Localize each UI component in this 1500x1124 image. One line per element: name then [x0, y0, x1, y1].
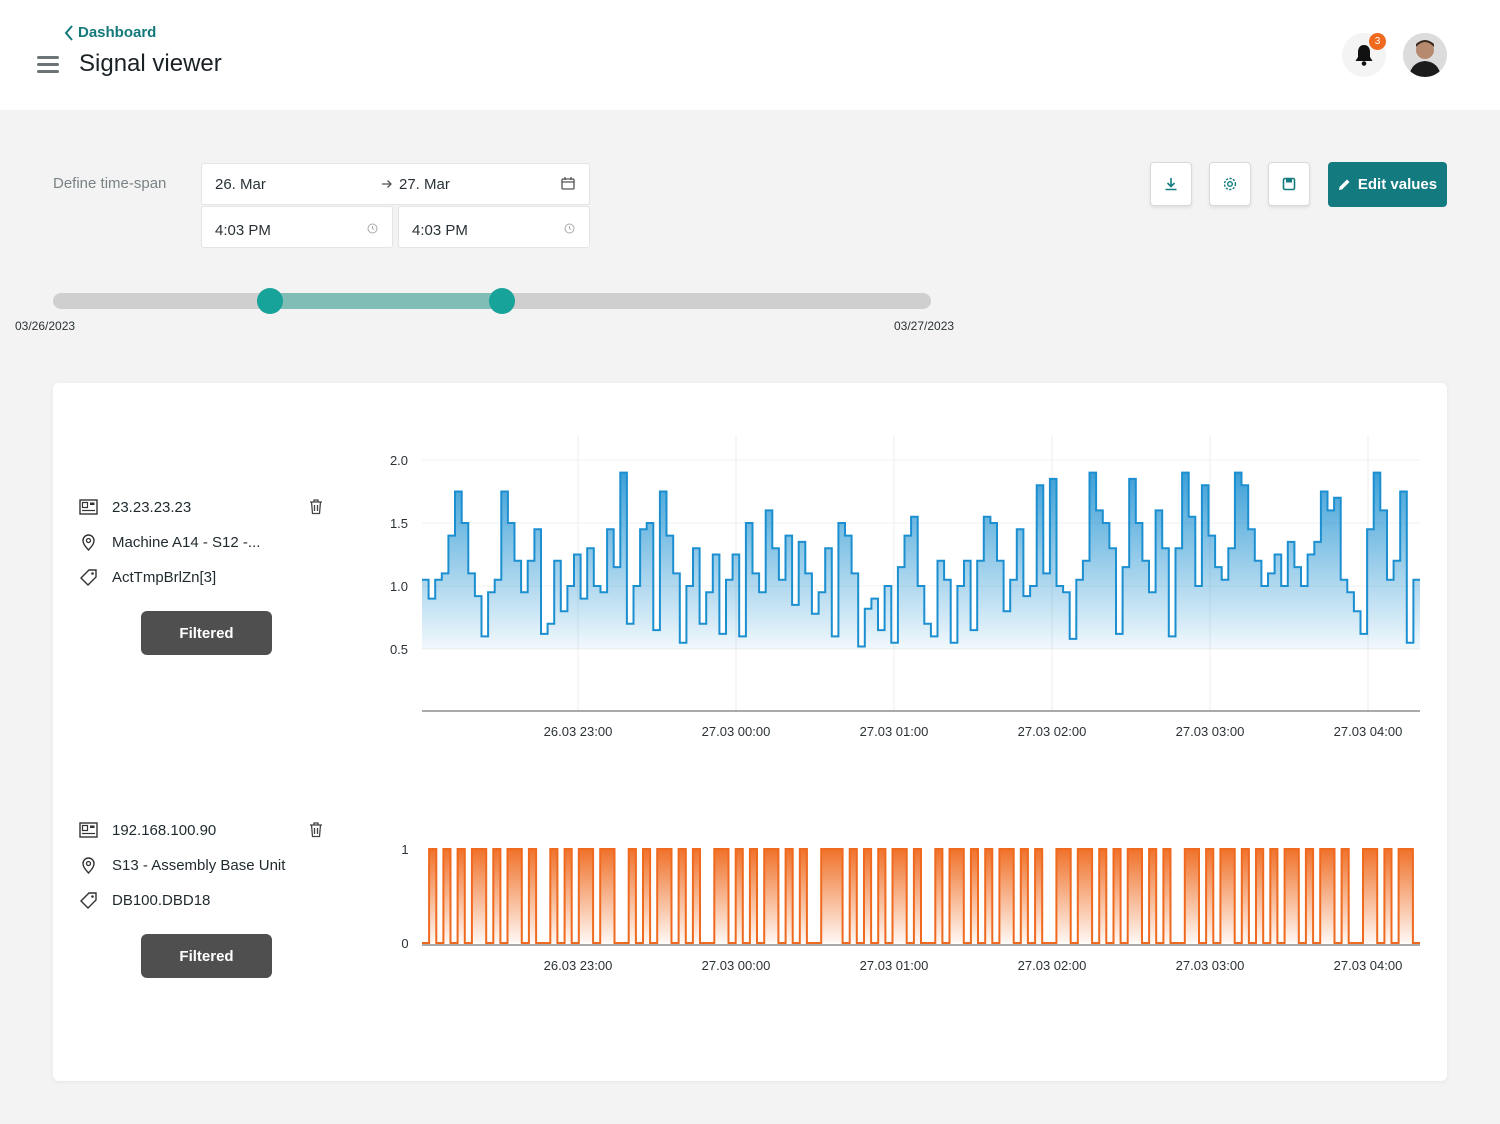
signals-card: 23.23.23.23 Machine A14 - S12 -... ActTm…	[53, 383, 1447, 1081]
signal-2-tag-text: DB100.DBD18	[112, 892, 211, 909]
calendar-icon[interactable]	[561, 176, 575, 190]
signal-1-location: Machine A14 - S12 -...	[79, 533, 260, 552]
start-date-value: 26. Mar	[215, 176, 266, 193]
chart-2-y-tick-label: 0	[401, 936, 408, 951]
chart-1-x-tick-label: 27.03 00:00	[702, 724, 771, 739]
signal-1-tag: ActTmpBrlZn[3]	[79, 568, 216, 587]
download-icon	[1165, 178, 1177, 191]
slider-max-label: 03/27/2023	[894, 319, 955, 333]
end-time-field[interactable]: 4:03 PM	[398, 206, 590, 248]
signal-1-filtered-button[interactable]: Filtered	[141, 611, 272, 655]
signal-2-device: 192.168.100.90	[79, 821, 216, 840]
pencil-icon	[1338, 179, 1350, 190]
plc-device-icon	[79, 499, 98, 515]
start-time-value: 4:03 PM	[215, 222, 271, 239]
gear-icon	[1223, 177, 1237, 191]
tag-icon	[80, 892, 97, 909]
edit-values-button[interactable]: Edit values	[1328, 162, 1447, 207]
delete-signal-2-trash-icon[interactable]	[308, 821, 324, 838]
chart-1-x-tick-label: 27.03 04:00	[1334, 724, 1403, 739]
chart-1-y-tick-label: 0.5	[390, 642, 408, 657]
chart-1-x-tick-label: 26.03 23:00	[544, 724, 613, 739]
arrow-right-icon	[382, 180, 392, 188]
bell-icon	[1355, 45, 1373, 66]
chart-1-y-tick-label: 1.5	[390, 516, 408, 531]
range-start-handle[interactable]	[257, 288, 283, 314]
app-header: Dashboard Signal viewer 3	[0, 0, 1500, 110]
chart-2-y-tick-label: 1	[401, 842, 408, 857]
end-date-value: 27. Mar	[399, 176, 450, 193]
back-link-label: Dashboard	[78, 24, 157, 41]
clock-icon	[564, 223, 575, 234]
end-time-value: 4:03 PM	[412, 222, 468, 239]
signal-1-tag-text: ActTmpBrlZn[3]	[112, 569, 217, 586]
chart-2-x-tick-label: 27.03 04:00	[1334, 958, 1403, 973]
location-pin-icon	[82, 857, 95, 875]
edit-values-label: Edit values	[1357, 176, 1438, 193]
date-range-field[interactable]: 26. Mar 27. Mar	[201, 163, 590, 205]
signal-1-location-text: Machine A14 - S12 -...	[112, 534, 261, 551]
chart-1-series-area	[422, 472, 1420, 649]
chart-2-x-tick-label: 27.03 03:00	[1176, 958, 1245, 973]
clock-icon	[367, 223, 378, 234]
signal-1-device: 23.23.23.23	[79, 498, 191, 517]
back-to-dashboard-link[interactable]: Dashboard	[64, 24, 156, 41]
signal-2-location: S13 - Assembly Base Unit	[79, 856, 285, 875]
range-end-handle[interactable]	[489, 288, 515, 314]
chart-2-x-tick-label: 27.03 01:00	[860, 958, 929, 973]
user-avatar[interactable]	[1403, 33, 1447, 77]
save-button[interactable]	[1268, 162, 1310, 206]
chart-1-x-tick-label: 27.03 01:00	[860, 724, 929, 739]
download-button[interactable]	[1150, 162, 1192, 206]
page-title: Signal viewer	[79, 50, 222, 77]
notification-count-badge: 3	[1369, 33, 1386, 50]
plc-device-icon	[79, 822, 98, 838]
signal-2-location-text: S13 - Assembly Base Unit	[112, 857, 286, 874]
chart-1-y-tick-label: 2.0	[390, 453, 408, 468]
chevron-left-icon	[64, 24, 73, 41]
floppy-disk-icon	[1282, 177, 1296, 191]
time-span-label: Define time-span	[53, 175, 167, 192]
signal-charts[interactable]: 26.03 23:00 27.03 00:00 27.03 01:00 27.03 0…	[53, 383, 1447, 1081]
settings-button[interactable]	[1209, 162, 1251, 206]
chart-2-x-tick-label: 26.03 23:00	[544, 958, 613, 973]
start-time-field[interactable]: 4:03 PM	[201, 206, 393, 248]
slider-min-label: 03/26/2023	[15, 319, 76, 333]
tag-icon	[80, 569, 97, 586]
chart-1-y-tick-label: 1.0	[390, 579, 408, 594]
chart-2-x-tick-label: 27.03 00:00	[702, 958, 771, 973]
chart-2-x-tick-label: 27.03 02:00	[1018, 958, 1087, 973]
signal-2-filtered-button[interactable]: Filtered	[141, 934, 272, 978]
chart-1-x-tick-label: 27.03 02:00	[1018, 724, 1087, 739]
time-range-slider-selection	[270, 293, 502, 309]
chart-1-x-tick-label: 27.03 03:00	[1176, 724, 1245, 739]
signal-2-tag: DB100.DBD18	[79, 891, 210, 910]
chart-1-series-line[interactable]	[422, 471, 1420, 648]
location-pin-icon	[82, 534, 95, 552]
hamburger-menu-icon[interactable]	[37, 56, 59, 74]
signal-1-ip: 23.23.23.23	[112, 499, 192, 516]
chart-2-series-line[interactable]	[422, 848, 1420, 944]
signal-2-ip: 192.168.100.90	[112, 822, 217, 839]
delete-signal-1-trash-icon[interactable]	[308, 498, 324, 515]
